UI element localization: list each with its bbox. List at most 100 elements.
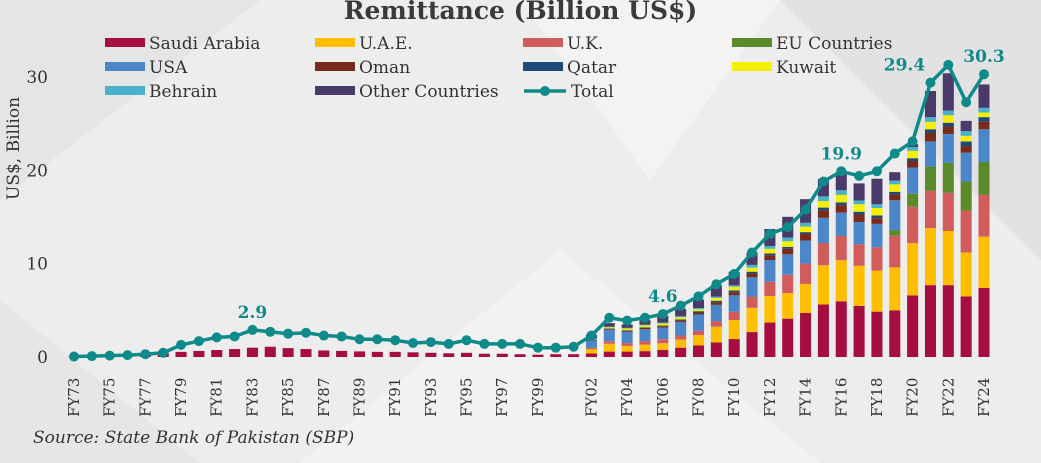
total-point	[800, 204, 811, 215]
bar-segment	[871, 223, 883, 248]
bar-segment	[657, 323, 669, 326]
bar-segment	[800, 233, 812, 241]
bar-segment	[639, 324, 651, 326]
total-point	[925, 77, 936, 88]
total-point	[782, 222, 793, 233]
y-tick-label: 0	[37, 348, 48, 368]
bar-segment	[871, 208, 883, 216]
bar-segment	[639, 325, 651, 328]
total-point	[515, 338, 526, 349]
bar-segment	[728, 339, 740, 357]
bar-segment	[657, 339, 669, 344]
total-point	[711, 279, 722, 290]
x-tick-label: FY83	[243, 378, 261, 417]
bar-segment	[764, 246, 776, 249]
legend-item: U.A.E.	[315, 34, 413, 54]
bar-segment	[621, 351, 633, 357]
bar-segment	[871, 204, 883, 209]
bar-segment	[889, 235, 901, 268]
legend-item: Total	[523, 82, 614, 102]
bar-segment	[746, 332, 758, 357]
bar-segment	[907, 167, 919, 194]
legend-line-swatch	[524, 85, 566, 96]
legend-swatch	[732, 62, 772, 71]
bar-segment	[603, 341, 615, 344]
bar-segment	[675, 309, 687, 317]
legend-label: Behrain	[149, 82, 218, 102]
legend-item: Saudi Arabia	[105, 34, 260, 54]
bar-segment	[443, 353, 455, 357]
legend-item: EU Countries	[732, 34, 892, 54]
bar-segment	[746, 264, 758, 268]
bar-segment	[692, 308, 705, 310]
x-tick-label: FY99	[529, 378, 547, 417]
total-point	[586, 330, 597, 341]
bar-segment	[585, 340, 597, 348]
bar-segment	[853, 221, 865, 245]
total-point	[211, 332, 222, 343]
bar-segment	[924, 121, 937, 130]
bar-segment	[960, 120, 972, 132]
total-point	[461, 335, 472, 346]
bar-segment	[175, 351, 187, 357]
bar-segment	[907, 243, 919, 296]
bar-segment	[978, 129, 990, 162]
x-tick-label: FY06	[654, 378, 672, 417]
bar-segment	[710, 297, 722, 301]
bar-segment	[282, 348, 294, 357]
bar-segment	[621, 330, 633, 332]
total-point	[140, 349, 151, 360]
bar-segment	[907, 193, 919, 207]
total-point	[158, 347, 169, 358]
bar-segment	[675, 347, 687, 357]
bar-segment	[746, 252, 758, 265]
bar-segment	[835, 194, 847, 203]
total-point	[408, 338, 419, 348]
x-tick-label: FY20	[904, 378, 922, 417]
bar-segment	[978, 107, 990, 113]
bar-segment	[746, 271, 758, 274]
bar-segment	[817, 243, 829, 266]
bar-segment	[942, 110, 954, 116]
total-point	[479, 338, 490, 349]
bar-segment	[817, 210, 829, 218]
x-tick-label: FY79	[172, 378, 190, 417]
bar-segment	[710, 304, 722, 322]
bar-segment	[478, 353, 490, 357]
total-point	[229, 331, 240, 342]
bar-segment	[817, 178, 829, 197]
legend-label: U.A.E.	[359, 34, 413, 54]
bar-segment	[710, 321, 722, 327]
data-label: 2.9	[238, 303, 268, 323]
total-point	[657, 309, 668, 320]
x-tick-label: FY87	[315, 378, 333, 417]
total-point	[943, 59, 954, 70]
legend-swatch	[105, 62, 145, 71]
bar-segment	[639, 341, 651, 345]
total-point	[372, 334, 383, 345]
bar-segment	[746, 273, 758, 278]
legend-swatch	[315, 38, 355, 47]
bar-segment	[889, 191, 901, 195]
bar-segment	[924, 190, 937, 229]
source-note: Source: State Bank of Pakistan (SBP)	[33, 428, 355, 448]
bar-segment	[907, 295, 919, 357]
bar-segment	[692, 314, 705, 331]
bar-segment	[728, 295, 740, 312]
total-point	[639, 312, 650, 323]
bar-segment	[960, 141, 972, 147]
total-point	[104, 350, 115, 361]
bar-segment	[907, 150, 919, 159]
bar-segment	[889, 267, 901, 311]
bar-segment	[978, 112, 990, 118]
bar-segment	[764, 322, 776, 357]
bar-segment	[318, 350, 330, 357]
bar-segment	[871, 178, 883, 205]
legend-label: Kuwait	[776, 58, 837, 78]
bar-segment	[353, 351, 366, 357]
legend-label: Total	[571, 82, 614, 102]
total-point	[604, 312, 615, 323]
bar-segment	[978, 287, 990, 357]
bar-segment	[942, 126, 954, 134]
x-tick-label: FY08	[690, 378, 708, 417]
